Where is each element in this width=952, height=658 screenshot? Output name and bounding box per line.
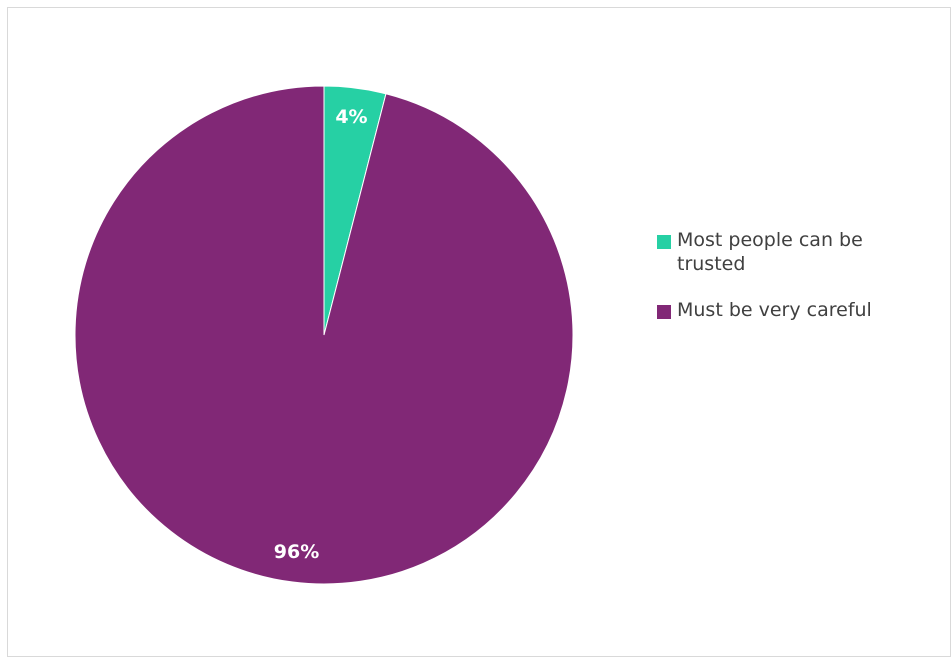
legend-label-trusted: Most people can be trusted — [677, 229, 863, 275]
data-label-careful: 96% — [274, 541, 319, 563]
legend-swatch-careful — [657, 305, 671, 319]
data-label-trusted: 4% — [335, 106, 367, 128]
legend-label-careful: Must be very careful — [677, 299, 872, 321]
legend: Most people can be trusted Must be very … — [657, 228, 947, 344]
legend-item-trusted: Most people can be trusted — [657, 228, 947, 276]
pie-slice-careful — [74, 85, 574, 585]
legend-item-careful: Must be very careful — [657, 298, 947, 322]
legend-swatch-trusted — [657, 235, 671, 249]
